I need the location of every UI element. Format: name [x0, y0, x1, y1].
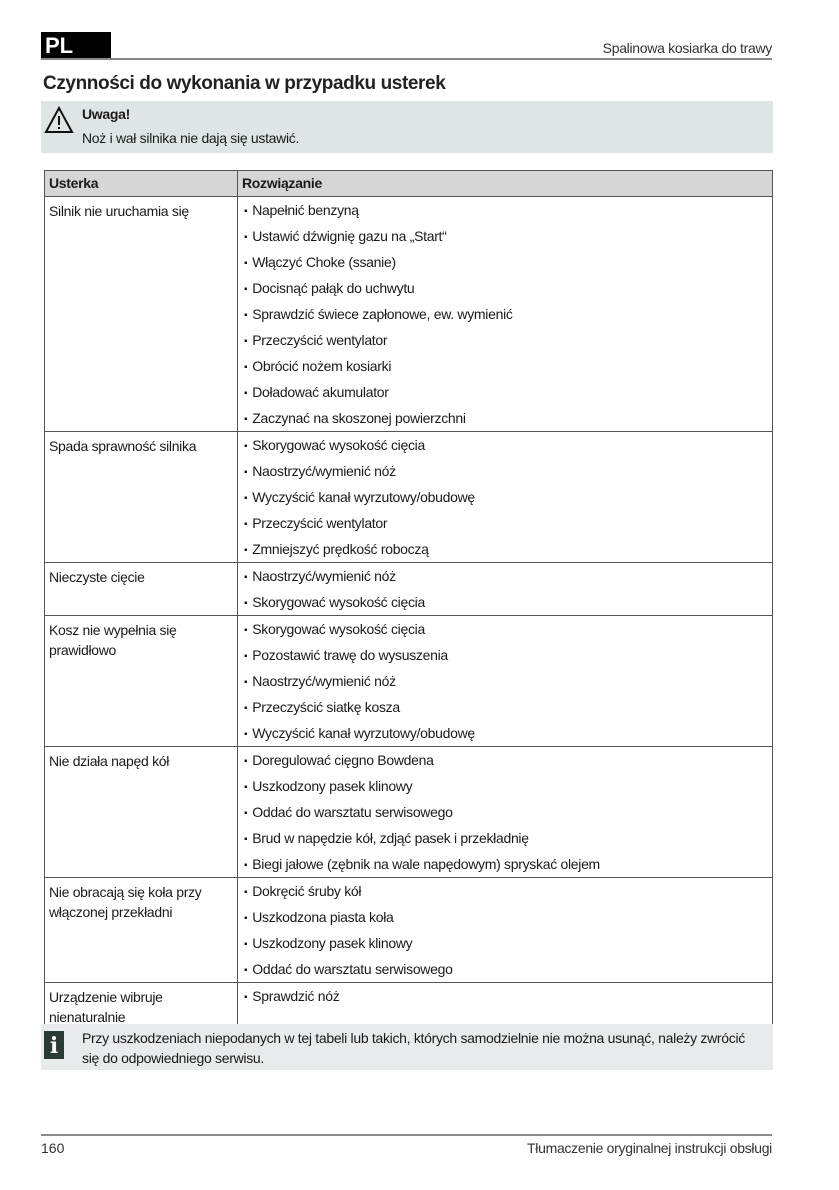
- info-icon: [44, 1031, 64, 1059]
- solution-item: Przeczyścić wentylator: [238, 327, 772, 353]
- solution-cell: Doregulować cięgno BowdenaUszkodzony pas…: [237, 746, 773, 878]
- solution-item: Obrócić nożem kosiarki: [238, 353, 772, 379]
- solution-item: Przeczyścić siatkę kosza: [238, 694, 772, 720]
- solution-item: Doregulować cięgno Bowdena: [238, 747, 772, 773]
- problem-cell: Spada sprawność silnika: [44, 431, 238, 563]
- solution-cell: Skorygować wysokość cięciaNaostrzyć/wymi…: [237, 431, 773, 563]
- solution-item: Naostrzyć/wymienić nóż: [238, 563, 772, 589]
- problem-cell: Nieczyste cięcie: [44, 562, 238, 616]
- warning-text: Noż i wał silnika nie dają się ustawić.: [82, 130, 300, 146]
- warning-title: Uwaga!: [82, 106, 130, 122]
- solution-item: Oddać do warsztatu serwisowego: [238, 956, 772, 982]
- column-header-problem: Usterka: [44, 170, 238, 197]
- solution-item: Zaczynać na skoszonej powierzchni: [238, 405, 772, 431]
- solution-item: Doładować akumulator: [238, 379, 772, 405]
- solution-item: Włączyć Choke (ssanie): [238, 249, 772, 275]
- header-title: Spalinowa kosiarka do trawy: [602, 40, 773, 56]
- language-badge: PL: [41, 32, 111, 60]
- info-box: Przy uszkodzeniach niepodanych w tej tab…: [41, 1024, 773, 1070]
- problem-cell: Nie obracają się koła przy włączonej prz…: [44, 877, 238, 983]
- table-row: Kosz nie wypełnia się prawidłowoSkorygow…: [44, 615, 773, 747]
- solution-item: Uszkodzona piasta koła: [238, 904, 772, 930]
- solution-item: Oddać do warsztatu serwisowego: [238, 799, 772, 825]
- solution-item: Uszkodzony pasek klinowy: [238, 773, 772, 799]
- solution-item: Ustawić dźwignię gazu na „Start“: [238, 223, 772, 249]
- solution-item: Uszkodzony pasek klinowy: [238, 930, 772, 956]
- solution-item: Napełnić benzyną: [238, 197, 772, 223]
- header-divider: [41, 58, 772, 60]
- solution-item: Docisnąć pałąk do uchwytu: [238, 275, 772, 301]
- solution-item: Wyczyścić kanał wyrzutowy/obudowę: [238, 720, 772, 746]
- solution-item: Sprawdzić świece zapłonowe, ew. wymienić: [238, 301, 772, 327]
- problem-cell: Nie działa napęd kół: [44, 746, 238, 878]
- solution-item: Skorygować wysokość cięcia: [238, 616, 772, 642]
- problem-cell: Kosz nie wypełnia się prawidłowo: [44, 615, 238, 747]
- table-row: Silnik nie uruchamia sięNapełnić benzyną…: [44, 196, 773, 432]
- table-row: Spada sprawność silnikaSkorygować wysoko…: [44, 431, 773, 563]
- troubleshooting-table: Usterka Rozwiązanie Silnik nie uruchamia…: [44, 170, 773, 1033]
- solution-item: Dokręcić śruby kół: [238, 878, 772, 904]
- solution-item: Brud w napędzie kół, zdjąć pasek i przek…: [238, 825, 772, 851]
- solution-item: Zmniejszyć prędkość roboczą: [238, 536, 772, 562]
- footer-text: Tłumaczenie oryginalnej instrukcji obsłu…: [527, 1140, 772, 1156]
- footer-divider: [41, 1134, 772, 1136]
- solution-item: Przeczyścić wentylator: [238, 510, 772, 536]
- solution-item: Wyczyścić kanał wyrzutowy/obudowę: [238, 484, 772, 510]
- solution-item: Sprawdzić nóż: [238, 983, 772, 1009]
- info-text: Przy uszkodzeniach niepodanych w tej tab…: [82, 1030, 745, 1066]
- table-row: Nie obracają się koła przy włączonej prz…: [44, 877, 773, 983]
- column-header-solution: Rozwiązanie: [237, 170, 773, 197]
- warning-triangle-icon: [44, 106, 74, 133]
- solution-cell: Skorygować wysokość cięciaPozostawić tra…: [237, 615, 773, 747]
- solution-item: Biegi jałowe (zębnik na wale napędowym) …: [238, 851, 772, 877]
- solution-item: Naostrzyć/wymienić nóż: [238, 668, 772, 694]
- table-row: Nieczyste cięcieNaostrzyć/wymienić nóżSk…: [44, 562, 773, 616]
- solution-item: Skorygować wysokość cięcia: [238, 589, 772, 615]
- solution-cell: Naostrzyć/wymienić nóżSkorygować wysokoś…: [237, 562, 773, 616]
- solution-cell: Napełnić benzynąUstawić dźwignię gazu na…: [237, 196, 773, 432]
- page-number: 160: [41, 1140, 65, 1156]
- warning-box: Uwaga! Noż i wał silnika nie dają się us…: [41, 101, 773, 153]
- solution-item: Skorygować wysokość cięcia: [238, 432, 772, 458]
- solution-item: Naostrzyć/wymienić nóż: [238, 458, 772, 484]
- solution-item: Pozostawić trawę do wysuszenia: [238, 642, 772, 668]
- solution-cell: Dokręcić śruby kółUszkodzona piasta koła…: [237, 877, 773, 983]
- table-row: Nie działa napęd kółDoregulować cięgno B…: [44, 746, 773, 878]
- page-title: Czynności do wykonania w przypadku uster…: [43, 73, 446, 94]
- problem-cell: Silnik nie uruchamia się: [44, 196, 238, 432]
